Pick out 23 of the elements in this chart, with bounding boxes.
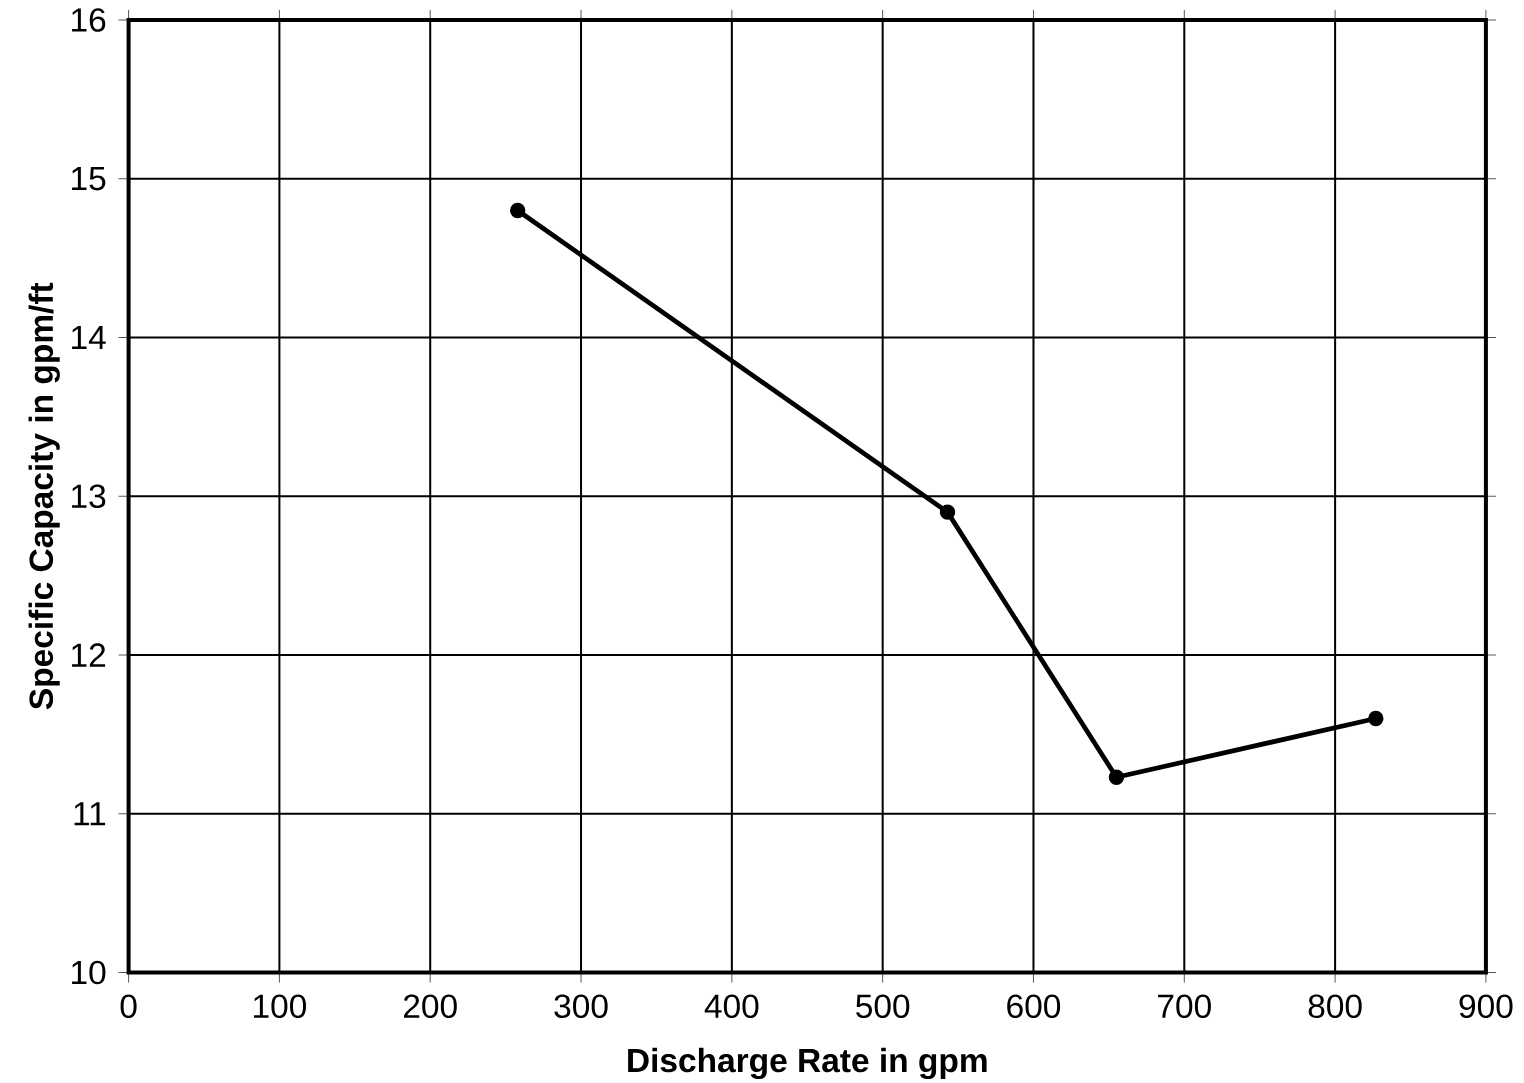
y-axis-title: Specific Capacity in gpm/ft — [28, 282, 60, 710]
x-tick-label: 500 — [856, 994, 910, 1019]
x-tick-label: 600 — [1007, 994, 1061, 1019]
point — [1108, 769, 1125, 785]
x-tick-label: 200 — [403, 994, 457, 1019]
point — [939, 504, 956, 520]
y-tick-label: 14 — [72, 325, 106, 350]
x-tick-label: 400 — [704, 994, 759, 1019]
y-tick-label: 10 — [72, 960, 106, 985]
x-tick-label: 100 — [254, 994, 307, 1019]
x-tick-label: 300 — [554, 994, 608, 1019]
y-tick-label: 13 — [72, 484, 106, 509]
point — [1368, 710, 1384, 727]
y-tick-label: 16 — [72, 8, 106, 32]
y-tick-label: 11 — [74, 802, 106, 826]
y-tick-label: 12 — [72, 643, 106, 667]
x-axis-title: Discharge Rate in gpm — [628, 1047, 987, 1080]
point — [509, 202, 526, 219]
x-tick-label: 800 — [1308, 994, 1362, 1019]
x-tick-label: 900 — [1459, 994, 1513, 1019]
x-tick-label: 700 — [1158, 994, 1211, 1019]
y-tick-label: 15 — [72, 167, 106, 191]
x-tick-label: 0 — [120, 994, 137, 1019]
